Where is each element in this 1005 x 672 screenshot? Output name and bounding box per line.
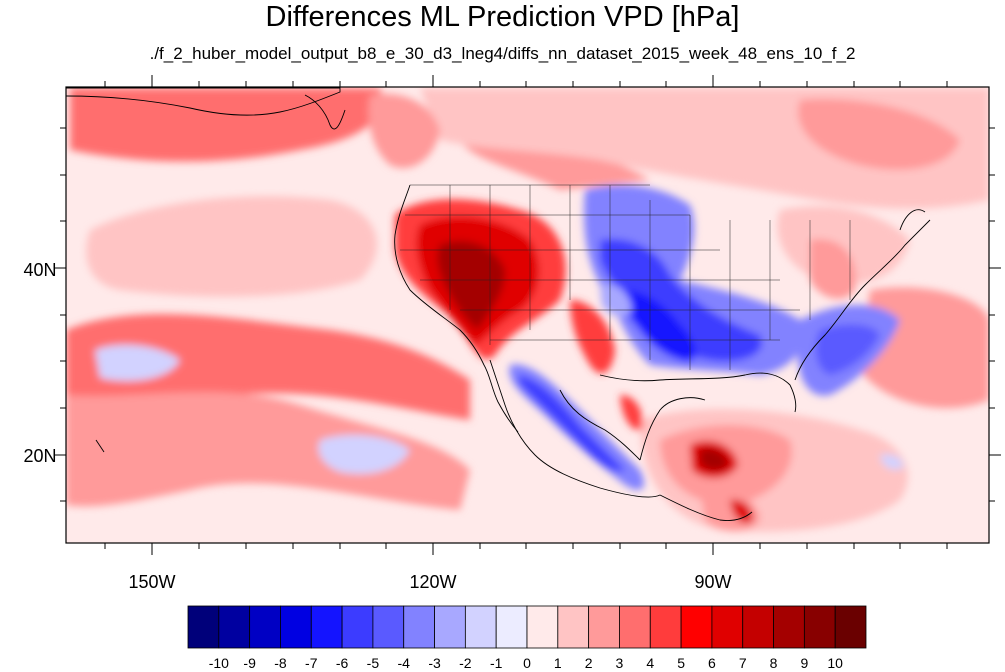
pnw-warm <box>368 93 440 169</box>
colorbar-swatch <box>280 605 312 649</box>
hawaii-island <box>95 439 105 453</box>
colorbar-swatch <box>619 605 651 649</box>
colorbar-swatch <box>649 605 682 649</box>
caribbean-islands-cool <box>880 454 904 470</box>
colorbar-tick-label: 9 <box>800 655 808 671</box>
gulf-coast <box>599 372 797 413</box>
colorbar-swatch <box>803 605 836 649</box>
us-west-coast <box>394 184 519 433</box>
gulf-california-coast <box>559 389 641 461</box>
central-us-core-cool <box>619 290 696 362</box>
colorbar-swatch <box>773 605 805 649</box>
atlantic-strong-cool <box>815 324 880 375</box>
colorbar-swatch <box>464 605 497 649</box>
colorbar-swatch <box>372 605 405 649</box>
coastlines <box>66 87 931 521</box>
lon-label-90w: 90W <box>694 572 731 592</box>
colorbar-swatch <box>310 605 343 649</box>
honduras-strong <box>730 499 753 524</box>
caribbean-core <box>700 448 728 471</box>
colorbar-tick-label: -8 <box>274 655 287 671</box>
colorbar-swatch <box>680 605 713 649</box>
colorbar-swatch <box>249 605 281 649</box>
colorbar-tick-label: 4 <box>646 655 654 671</box>
colorbar-tick-label: 10 <box>827 655 843 671</box>
colorbar: -10 -9 -8 -7 -6 -5 -4 -3 -2 -1 0 1 2 3 4 5 6 7 8 9 10 <box>187 605 867 671</box>
colorbar-swatch <box>588 605 620 649</box>
colorbar-tick-label: -5 <box>367 655 380 671</box>
colorbar-tick-label: 2 <box>585 655 593 671</box>
colorbar-swatch <box>834 605 867 649</box>
colorbar-tick-label: 5 <box>677 655 685 671</box>
colorbar-tick-label: -2 <box>459 655 472 671</box>
colorbar-tick-label: 6 <box>708 655 716 671</box>
lon-label-120w: 120W <box>409 572 456 592</box>
colorbar-tick-label: -7 <box>305 655 318 671</box>
map-title: Differences ML Prediction VPD [hPa] <box>265 1 740 33</box>
mid-atlantic-warm <box>810 239 856 299</box>
colorbar-swatch <box>711 605 744 649</box>
us-east-coast <box>794 219 931 381</box>
yucatan-coast <box>639 397 706 461</box>
central-america-coast <box>659 494 753 521</box>
colorbar-tick-label: 7 <box>739 655 747 671</box>
map-subtitle: ./f_2_huber_model_output_b8_e_30_d3_lneg… <box>149 44 856 63</box>
colorbar-tick-label: 3 <box>616 655 624 671</box>
labrador-warm <box>798 99 960 170</box>
lat-label-20n: 20N <box>23 446 56 466</box>
colorbar-tick-label: -6 <box>336 655 349 671</box>
colorbar-tick-label: -4 <box>398 655 411 671</box>
subtropical-cool <box>318 434 410 474</box>
tropical-cool-band <box>66 392 470 510</box>
state-borders <box>400 184 851 370</box>
hawaii-cool <box>95 344 180 381</box>
lon-label-150w: 150W <box>128 572 175 592</box>
colorbar-tick-label: 0 <box>523 655 531 671</box>
colorbar-tick-label: -3 <box>428 655 441 671</box>
colorbar-swatch <box>495 605 528 649</box>
map-plot-area <box>66 87 989 543</box>
colorbar-tick-label: 1 <box>554 655 562 671</box>
colorbar-swatch <box>403 605 435 649</box>
colorbar-tick-label: -10 <box>209 655 229 671</box>
north-pacific-light <box>70 88 382 162</box>
canada-cool <box>460 137 650 190</box>
colorbar-tick-label: -9 <box>243 655 256 671</box>
lat-label-40n: 40N <box>23 260 56 280</box>
anomaly-field <box>66 88 989 532</box>
west-mexico-strong-cool <box>518 375 625 472</box>
nova-scotia-coast <box>899 209 926 231</box>
colorbar-swatch <box>341 605 374 649</box>
oklahoma-cool <box>600 283 632 317</box>
axis-ticks <box>54 75 1001 555</box>
central-us-strong-cool <box>600 239 762 362</box>
alaska-panhandle <box>304 94 346 130</box>
colorbar-swatch <box>742 605 774 649</box>
texas-warm <box>570 300 615 374</box>
colorbar-tick-label: -1 <box>490 655 503 671</box>
mexico-pacific-coast <box>489 359 661 498</box>
colorbar-swatch <box>187 605 220 649</box>
colorbar-swatch <box>218 605 251 649</box>
colorbar-swatch <box>557 605 590 649</box>
mexico-gulf-warm <box>620 395 643 431</box>
colorbar-swatch <box>434 605 466 649</box>
colorbar-tick-label: 8 <box>770 655 778 671</box>
southwest-core <box>437 241 505 330</box>
pacific-warm <box>86 196 377 297</box>
colorbar-swatch <box>526 605 559 649</box>
